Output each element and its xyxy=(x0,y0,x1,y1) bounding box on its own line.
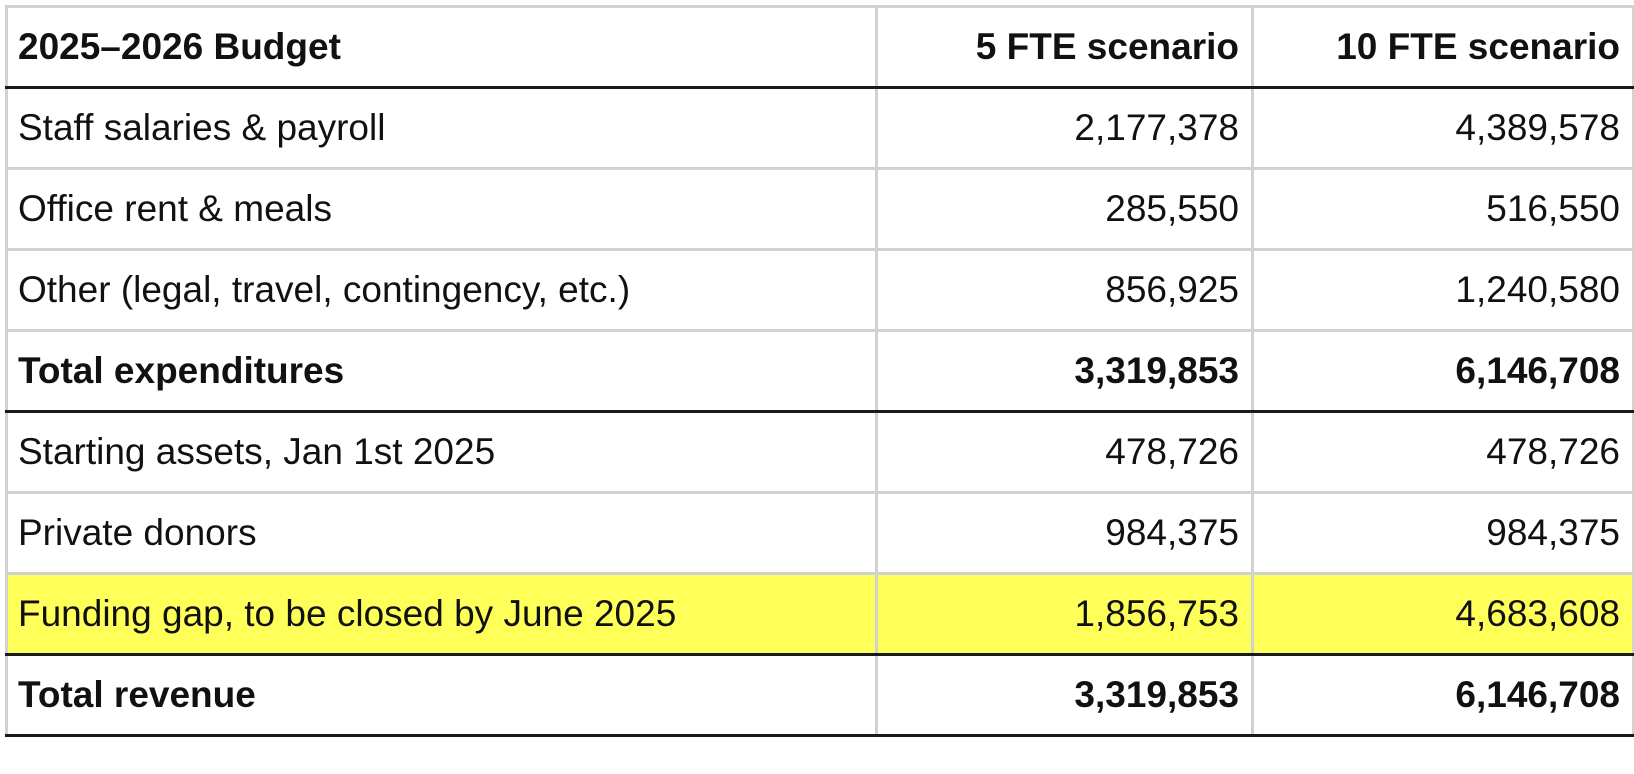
value-5-fte: 3,319,853 xyxy=(875,653,1254,737)
budget-table: 2025–2026 Budget 5 FTE scenario 10 FTE s… xyxy=(5,5,1634,737)
row-label: Total expenditures xyxy=(5,329,878,413)
value-10-fte: 6,146,708 xyxy=(1251,653,1634,737)
column-header-5-fte: 5 FTE scenario xyxy=(875,5,1254,89)
row-total-expenditures: Total expenditures 3,319,853 6,146,708 xyxy=(5,329,1634,413)
value-5-fte: 1,856,753 xyxy=(875,572,1254,656)
row-total-revenue: Total revenue 3,319,853 6,146,708 xyxy=(5,653,1634,737)
row-starting-assets: Starting assets, Jan 1st 2025 478,726 47… xyxy=(5,410,1634,494)
value-5-fte: 2,177,378 xyxy=(875,86,1254,170)
value-5-fte: 856,925 xyxy=(875,248,1254,332)
value-5-fte: 478,726 xyxy=(875,410,1254,494)
value-10-fte: 984,375 xyxy=(1251,491,1634,575)
row-label: Total revenue xyxy=(5,653,878,737)
row-label: Private donors xyxy=(5,491,878,575)
value-5-fte: 984,375 xyxy=(875,491,1254,575)
row-label: Starting assets, Jan 1st 2025 xyxy=(5,410,878,494)
table-title: 2025–2026 Budget xyxy=(5,5,878,89)
value-10-fte: 1,240,580 xyxy=(1251,248,1634,332)
row-label: Office rent & meals xyxy=(5,167,878,251)
value-10-fte: 478,726 xyxy=(1251,410,1634,494)
value-10-fte: 516,550 xyxy=(1251,167,1634,251)
row-office-rent: Office rent & meals 285,550 516,550 xyxy=(5,167,1634,251)
value-10-fte: 6,146,708 xyxy=(1251,329,1634,413)
row-funding-gap: Funding gap, to be closed by June 2025 1… xyxy=(5,572,1634,656)
row-label: Staff salaries & payroll xyxy=(5,86,878,170)
row-private-donors: Private donors 984,375 984,375 xyxy=(5,491,1634,575)
row-other-expenses: Other (legal, travel, contingency, etc.)… xyxy=(5,248,1634,332)
row-staff-salaries: Staff salaries & payroll 2,177,378 4,389… xyxy=(5,86,1634,170)
column-header-10-fte: 10 FTE scenario xyxy=(1251,5,1634,89)
value-5-fte: 3,319,853 xyxy=(875,329,1254,413)
row-label: Other (legal, travel, contingency, etc.) xyxy=(5,248,878,332)
row-label: Funding gap, to be closed by June 2025 xyxy=(5,572,878,656)
value-10-fte: 4,389,578 xyxy=(1251,86,1634,170)
value-10-fte: 4,683,608 xyxy=(1251,572,1634,656)
table-header-row: 2025–2026 Budget 5 FTE scenario 10 FTE s… xyxy=(5,5,1634,89)
value-5-fte: 285,550 xyxy=(875,167,1254,251)
